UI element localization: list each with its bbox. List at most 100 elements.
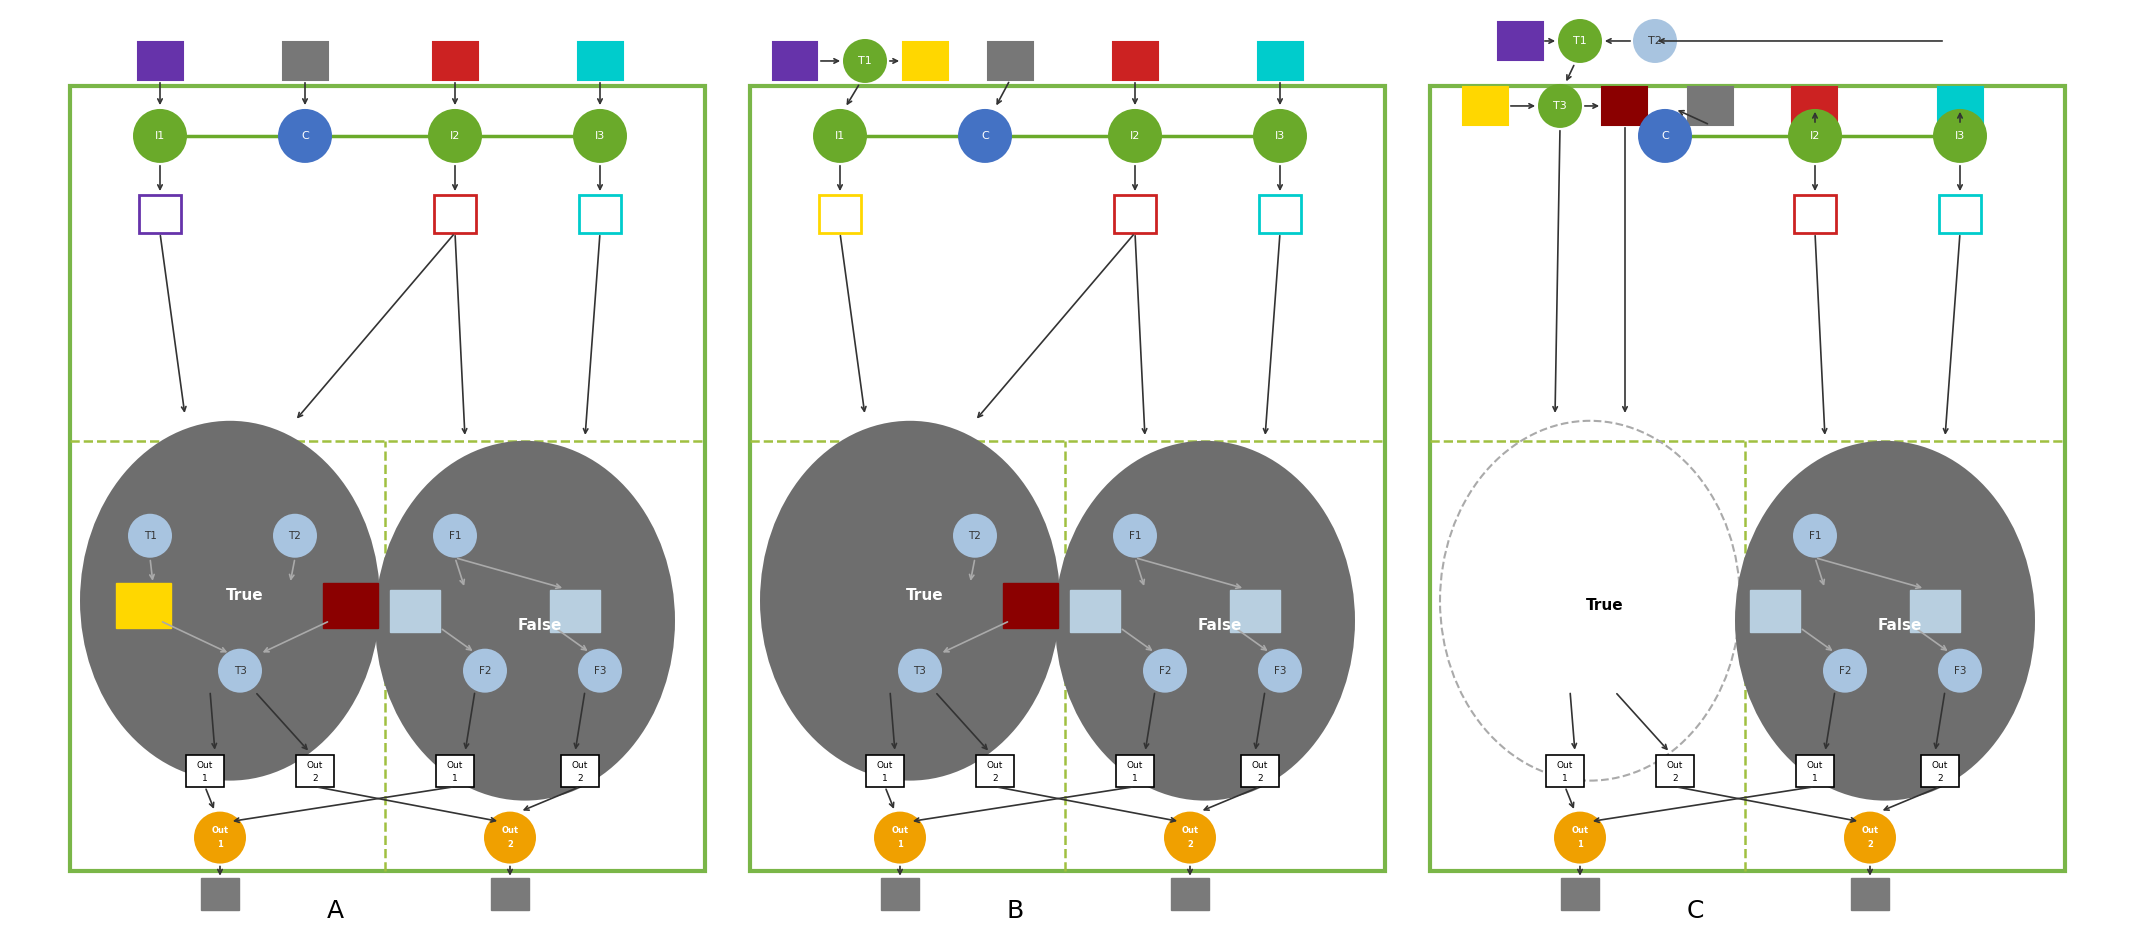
Circle shape	[1634, 19, 1676, 63]
FancyBboxPatch shape	[138, 194, 181, 232]
Text: False: False	[1879, 619, 1921, 633]
Text: I1: I1	[835, 131, 846, 141]
Text: Out: Out	[1572, 826, 1589, 835]
Text: 2: 2	[1672, 774, 1678, 783]
FancyBboxPatch shape	[138, 42, 183, 80]
Circle shape	[1252, 109, 1308, 163]
Circle shape	[484, 811, 537, 864]
Circle shape	[1555, 811, 1606, 864]
FancyBboxPatch shape	[1259, 194, 1301, 232]
Ellipse shape	[81, 420, 379, 781]
FancyBboxPatch shape	[882, 878, 918, 909]
Text: I2: I2	[1810, 131, 1821, 141]
Text: C: C	[1661, 131, 1670, 141]
Ellipse shape	[1736, 441, 2034, 801]
FancyBboxPatch shape	[560, 755, 599, 786]
FancyBboxPatch shape	[1938, 194, 1981, 232]
Text: Out: Out	[986, 761, 1003, 770]
FancyBboxPatch shape	[903, 42, 948, 80]
FancyBboxPatch shape	[1546, 755, 1585, 786]
Text: Out: Out	[1557, 761, 1574, 770]
Circle shape	[462, 649, 507, 693]
Circle shape	[573, 109, 626, 163]
FancyBboxPatch shape	[1602, 87, 1646, 125]
FancyBboxPatch shape	[988, 42, 1033, 80]
Text: 2: 2	[507, 840, 513, 849]
Text: 1: 1	[882, 774, 888, 783]
Circle shape	[814, 109, 867, 163]
Text: Out: Out	[1862, 826, 1879, 835]
FancyBboxPatch shape	[976, 755, 1014, 786]
Text: Out: Out	[307, 761, 324, 770]
FancyBboxPatch shape	[200, 878, 239, 909]
Text: I3: I3	[1955, 131, 1966, 141]
FancyBboxPatch shape	[1561, 878, 1600, 909]
Text: F3: F3	[594, 666, 607, 676]
Text: Out: Out	[1252, 761, 1267, 770]
Text: C: C	[1687, 898, 1704, 922]
FancyBboxPatch shape	[1242, 755, 1278, 786]
Ellipse shape	[375, 441, 675, 801]
FancyBboxPatch shape	[115, 583, 170, 628]
FancyBboxPatch shape	[773, 42, 818, 80]
FancyBboxPatch shape	[1851, 878, 1889, 909]
FancyBboxPatch shape	[296, 755, 334, 786]
Text: F1: F1	[449, 531, 462, 541]
Text: Out: Out	[1668, 761, 1683, 770]
FancyBboxPatch shape	[1463, 87, 1508, 125]
Circle shape	[873, 811, 927, 864]
Text: 2: 2	[1868, 840, 1872, 849]
Circle shape	[432, 514, 477, 557]
Text: F3: F3	[1274, 666, 1287, 676]
Text: Out: Out	[1127, 761, 1144, 770]
Circle shape	[1144, 649, 1186, 693]
Text: 1: 1	[1561, 774, 1568, 783]
FancyBboxPatch shape	[322, 583, 377, 628]
Text: Out: Out	[447, 761, 462, 770]
Text: 1: 1	[217, 840, 224, 849]
Circle shape	[843, 39, 886, 83]
Text: True: True	[226, 588, 264, 603]
Ellipse shape	[760, 420, 1061, 781]
FancyBboxPatch shape	[867, 755, 903, 786]
Text: T1: T1	[143, 531, 155, 541]
Circle shape	[1793, 514, 1836, 557]
Circle shape	[1163, 811, 1216, 864]
Text: Out: Out	[501, 826, 518, 835]
Circle shape	[1108, 109, 1163, 163]
Text: 1: 1	[1813, 774, 1817, 783]
FancyBboxPatch shape	[1911, 590, 1960, 632]
FancyBboxPatch shape	[1921, 755, 1960, 786]
FancyBboxPatch shape	[1003, 583, 1056, 628]
FancyBboxPatch shape	[1172, 878, 1210, 909]
Text: Out: Out	[1182, 826, 1199, 835]
Text: Out: Out	[571, 761, 588, 770]
FancyBboxPatch shape	[1751, 590, 1800, 632]
Text: T2: T2	[288, 531, 302, 541]
FancyBboxPatch shape	[432, 42, 477, 80]
Text: False: False	[518, 619, 562, 633]
Text: Out: Out	[211, 826, 228, 835]
Text: 2: 2	[1936, 774, 1943, 783]
Circle shape	[273, 514, 317, 557]
FancyBboxPatch shape	[1229, 590, 1280, 632]
Text: C: C	[300, 131, 309, 141]
Text: A: A	[326, 898, 343, 922]
Text: Out: Out	[1806, 761, 1823, 770]
Text: 2: 2	[1257, 774, 1263, 783]
FancyBboxPatch shape	[1687, 87, 1732, 125]
Circle shape	[899, 649, 941, 693]
Text: Out: Out	[1932, 761, 1949, 770]
Circle shape	[194, 811, 245, 864]
Text: F2: F2	[1159, 666, 1172, 676]
Text: I3: I3	[594, 131, 605, 141]
Text: 2: 2	[313, 774, 317, 783]
FancyBboxPatch shape	[185, 755, 224, 786]
Text: T3: T3	[1553, 101, 1568, 111]
Text: F1: F1	[1129, 531, 1142, 541]
FancyBboxPatch shape	[1112, 42, 1157, 80]
Text: Out: Out	[196, 761, 213, 770]
Text: 2: 2	[1186, 840, 1193, 849]
Text: Out: Out	[878, 761, 892, 770]
Circle shape	[132, 109, 187, 163]
